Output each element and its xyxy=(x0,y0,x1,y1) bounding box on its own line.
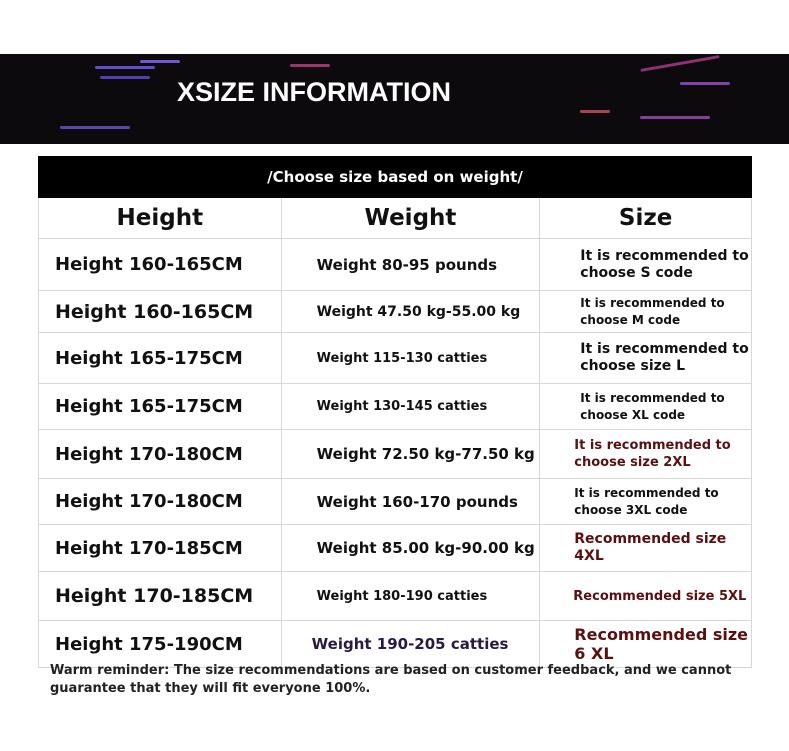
warm-reminder: Warm reminder: The size recommendations … xyxy=(50,663,732,696)
table-row: Height 165-175CM Weight 115-130 catties It… xyxy=(38,333,752,384)
light-streak xyxy=(140,60,180,63)
light-streak xyxy=(640,55,720,72)
size-cell: It is recommended to choose M code xyxy=(540,291,752,332)
height-cell: Height 170-180CM xyxy=(39,479,282,524)
light-streak xyxy=(100,76,150,79)
light-streak xyxy=(60,126,130,129)
size-cell: It is recommended to choose S code xyxy=(540,239,752,290)
height-cell: Height 160-165CM xyxy=(39,239,282,290)
table-row: Height 160-165CM Weight 47.50 kg-55.00 kg… xyxy=(38,291,752,333)
table-row: Height 170-185CM Weight 85.00 kg-90.00 kg… xyxy=(38,525,752,572)
size-table: Height Weight Size Height 160-165CM Weigh… xyxy=(38,198,752,668)
table-row: Height 170-185CM Weight 180-190 catties Re… xyxy=(38,572,752,621)
banner xyxy=(0,54,789,144)
weight-cell: Weight 85.00 kg-90.00 kg xyxy=(282,525,541,571)
table-row: Height 170-180CM Weight 72.50 kg-77.50 kg… xyxy=(38,430,752,479)
size-cell: Recommended size 6 XL xyxy=(540,621,752,667)
height-cell: Height 165-175CM xyxy=(39,333,282,383)
height-cell: Height 170-185CM xyxy=(39,525,282,571)
light-streak xyxy=(95,66,155,69)
height-cell: Height 175-190CM xyxy=(39,621,282,667)
weight-cell: Weight 115-130 catties xyxy=(282,333,541,383)
weight-cell: Weight 80-95 pounds xyxy=(282,239,541,290)
size-cell: It is recommended to choose size 2XL xyxy=(540,430,752,478)
height-cell: Height 160-165CM xyxy=(39,291,282,332)
header-size: Size xyxy=(540,198,752,238)
light-streak xyxy=(640,116,710,119)
table-row: Height 175-190CM Weight 190-205 catties Re… xyxy=(38,621,752,668)
header-weight: Weight xyxy=(282,198,541,238)
light-streak xyxy=(680,82,730,85)
weight-cell: Weight 180-190 catties xyxy=(282,572,541,620)
height-cell: Height 170-185CM xyxy=(39,572,282,620)
table-row: Height 160-165CM Weight 80-95 pounds It is… xyxy=(38,239,752,291)
size-cell: It is recommended to choose XL code xyxy=(540,384,752,429)
weight-cell: Weight 190-205 catties xyxy=(282,621,541,667)
size-cell: Recommended size 4XL xyxy=(540,525,752,571)
light-streak xyxy=(290,64,330,67)
table-caption: /Choose size based on weight/ xyxy=(38,156,752,198)
size-cell: It is recommended to choose 3XL code xyxy=(540,479,752,524)
table-row: Height 170-180CM Weight 160-170 pounds It … xyxy=(38,479,752,525)
header-height: Height xyxy=(39,198,282,238)
weight-cell: Weight 72.50 kg-77.50 kg xyxy=(282,430,541,478)
height-cell: Height 170-180CM xyxy=(39,430,282,478)
banner-title: XSIZE INFORMATION xyxy=(177,77,451,107)
size-cell: Recommended size 5XL xyxy=(540,572,752,620)
weight-cell: Weight 47.50 kg-55.00 kg xyxy=(282,291,541,332)
size-cell: It is recommended to choose size L xyxy=(540,333,752,383)
header-row: Height Weight Size xyxy=(38,198,752,239)
weight-cell: Weight 130-145 catties xyxy=(282,384,541,429)
weight-cell: Weight 160-170 pounds xyxy=(282,479,541,524)
table-row: Height 165-175CM Weight 130-145 catties It… xyxy=(38,384,752,430)
height-cell: Height 165-175CM xyxy=(39,384,282,429)
light-streak xyxy=(580,110,610,113)
